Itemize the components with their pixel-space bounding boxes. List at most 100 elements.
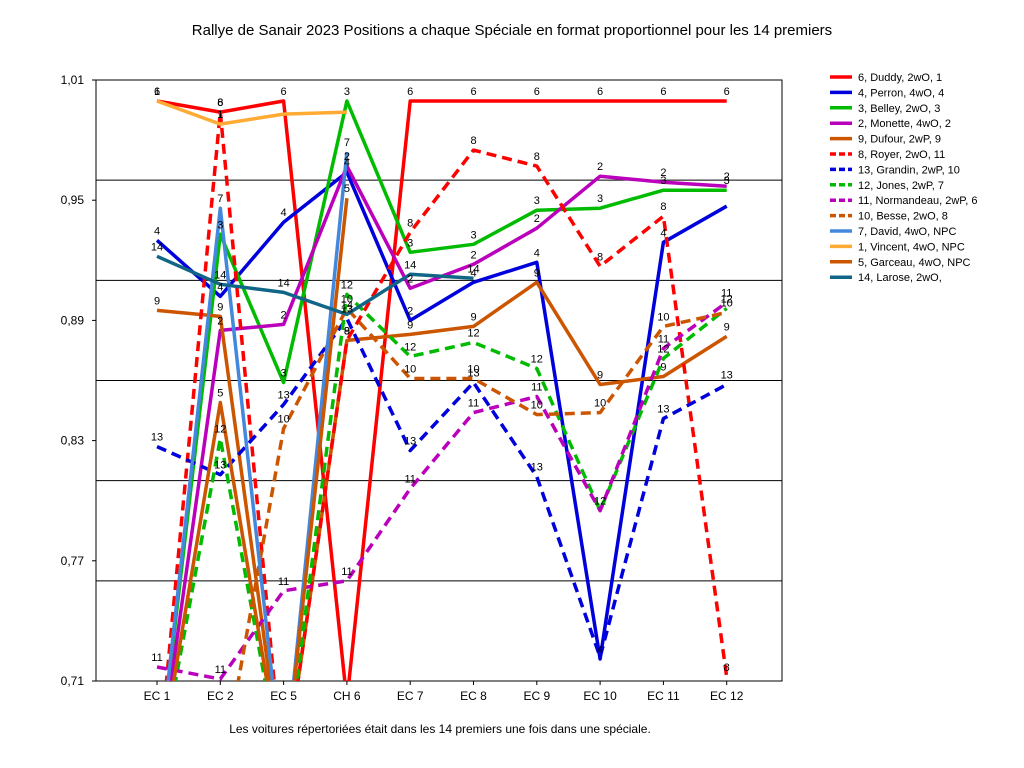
series-lines <box>155 99 729 681</box>
series-1-point-label: 2 <box>407 305 413 317</box>
series-1-point-label: 4 <box>534 247 540 259</box>
chart-title: Rallye de Sanair 2023 Positions a chaque… <box>191 22 833 39</box>
series-5-point-label: 8 <box>724 662 730 674</box>
series-0-point-label: 6 <box>534 86 540 98</box>
x-tick-label: EC 8 <box>460 689 487 703</box>
legend-entry: 6, Duddy, 2wO, 1 <box>858 72 942 84</box>
x-tick-label: EC 5 <box>270 689 297 703</box>
series-4-point-label: 9 <box>154 295 160 307</box>
series-2-point-label: 3 <box>281 368 287 380</box>
legend-entry: 10, Besse, 2wO, 8 <box>858 211 948 223</box>
series-0-point-label: 6 <box>597 86 603 98</box>
series-0-point-label: 6 <box>407 86 413 98</box>
series-3-point-label: 2 <box>407 273 413 285</box>
series-9-point-label: 10 <box>721 297 733 309</box>
series-9-point-label: 10 <box>341 293 353 305</box>
series-5-point-label: 8 <box>597 251 603 263</box>
plot-frame <box>95 79 783 682</box>
series-3-point-label: 2 <box>724 171 730 183</box>
series-2-point-label: 3 <box>344 86 350 98</box>
legend-entry: 8, Royer, 2wO, 11 <box>858 149 945 161</box>
series-0-point-label: 6 <box>660 86 666 98</box>
series-0-point-label: 6 <box>281 86 287 98</box>
series-3-point-label: 2 <box>660 167 666 179</box>
series-5-point-label: 8 <box>660 201 666 213</box>
y-tick-label: 0,77 <box>61 554 85 568</box>
series-9-line <box>236 306 728 681</box>
series-12-point-label: 5 <box>217 388 223 400</box>
series-7-point-label: 12 <box>467 327 479 339</box>
series-3-point-label: 2 <box>534 213 540 225</box>
legend-entry: 13, Grandin, 2wP, 10 <box>858 164 960 176</box>
series-4-point-label: 9 <box>407 319 413 331</box>
series-2-point-label: 3 <box>217 219 223 231</box>
series-4-point-label: 9 <box>217 301 223 313</box>
series-5-point-label: 8 <box>217 97 223 109</box>
x-tick-label: EC 7 <box>397 689 424 703</box>
series-0-point-label: 6 <box>154 86 160 98</box>
series-2-point-label: 3 <box>534 195 540 207</box>
series-13-point-label: 14 <box>467 263 479 275</box>
legend-entry: 4, Perron, 4wO, 4 <box>858 87 944 99</box>
x-tick-label: EC 2 <box>207 689 234 703</box>
series-1-point-label: 4 <box>281 207 287 219</box>
series-7-point-label: 12 <box>341 279 353 291</box>
series-6-point-label: 13 <box>531 462 543 474</box>
y-tick-label: 0,83 <box>61 434 85 448</box>
series-3-point-label: 2 <box>281 309 287 321</box>
series-2-point-label: 3 <box>724 175 730 187</box>
series-5-point-label: 8 <box>344 325 350 337</box>
series-4-point-label: 9 <box>597 370 603 382</box>
series-1-point-label: 4 <box>217 281 223 293</box>
series-9-point-label: 10 <box>531 400 543 412</box>
series-2-point-label: 3 <box>660 175 666 187</box>
legend-entry: 2, Monette, 4wO, 2 <box>858 118 951 130</box>
series-8-point-label: 11 <box>468 398 479 410</box>
series-13-point-label: 14 <box>277 277 289 289</box>
legend: 6, Duddy, 2wO, 1 4, Perron, 4wO, 4 3, Bell… <box>830 72 977 284</box>
series-2-line <box>166 99 727 681</box>
series-1-line <box>155 170 728 661</box>
series-1-point-label: 4 <box>660 227 666 239</box>
legend-entry: 3, Belley, 2wO, 3 <box>858 103 940 115</box>
series-11-point-label: 1 <box>154 86 160 98</box>
series-13-point-label: 14 <box>151 241 163 253</box>
legend-entry: 14, Larose, 2wO, <box>858 272 942 284</box>
y-tick-label: 1,01 <box>61 73 85 87</box>
series-8-point-label: 11 <box>404 474 415 486</box>
legend-entry: 12, Jones, 2wP, 7 <box>858 180 944 192</box>
series-5-point-label: 8 <box>534 151 540 163</box>
series-7-point-label: 12 <box>594 496 606 508</box>
series-8-point-label: 11 <box>151 652 162 664</box>
series-3-point-label: 2 <box>217 315 223 327</box>
x-tick-label: EC 10 <box>583 689 617 703</box>
series-7-point-label: 12 <box>657 343 669 355</box>
x-tick-label: EC 11 <box>647 689 680 703</box>
series-3-point-label: 2 <box>597 161 603 173</box>
series-9-point-label: 10 <box>404 363 416 375</box>
series-13-point-label: 14 <box>404 259 416 271</box>
series-4-point-label: 9 <box>470 311 476 323</box>
series-2-point-label: 3 <box>407 237 413 249</box>
series-6-point-label: 13 <box>721 370 733 382</box>
x-tick-label: EC 12 <box>710 689 744 703</box>
series-8-point-label: 11 <box>215 664 226 676</box>
series-4-line <box>156 280 728 681</box>
series-7-point-label: 12 <box>721 293 733 305</box>
series-9-point-label: 10 <box>657 311 669 323</box>
legend-entry: 11, Normandeau, 2wP, 6 <box>858 195 977 207</box>
chart-footnote: Les voitures répertoriées était dans les… <box>229 722 651 736</box>
series-3-point-label: 2 <box>470 249 476 261</box>
series-9-point-label: 10 <box>467 363 479 375</box>
y-tick-label: 0,95 <box>61 193 85 207</box>
legend-entry: 1, Vincent, 4wO, NPC <box>858 241 965 253</box>
series-4-point-label: 9 <box>344 325 350 337</box>
series-13-line <box>156 254 474 317</box>
series-6-point-label: 13 <box>657 404 669 416</box>
series-0-point-label: 6 <box>724 86 730 98</box>
legend-entry: 7, David, 4wO, NPC <box>858 226 956 238</box>
series-6-point-label: 13 <box>277 390 289 402</box>
series-2-point-label: 3 <box>470 229 476 241</box>
